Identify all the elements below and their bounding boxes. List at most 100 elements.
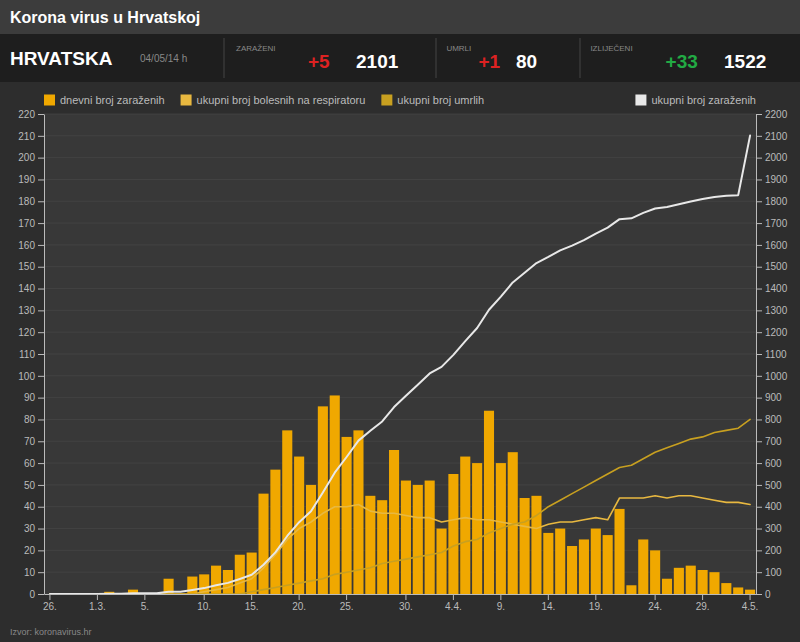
bar [579,539,589,594]
bar [306,485,316,594]
grid-line [44,223,756,224]
tick-mark [756,179,762,180]
grid-line [44,397,756,398]
tick-label: 1800 [765,196,788,207]
legend-label: ukupni broj bolesnih na respiratoru [197,94,366,106]
tick: 300 [756,523,782,534]
tick: 1000 [756,371,788,382]
background [0,0,800,642]
tick: 600 [756,458,782,469]
tick-mark [756,201,762,202]
tick: 200 [18,152,44,163]
grid-line [44,550,756,551]
tick-label: 2100 [765,131,788,142]
grid-line [44,441,756,442]
tick: 1800 [756,196,788,207]
tick-mark [38,529,44,530]
bar [638,539,648,594]
tick-label: 170 [18,218,35,229]
tick-mark [38,223,44,224]
grid-line [44,419,756,420]
tick-mark [595,594,596,600]
tick-label: 900 [765,392,782,403]
tick-mark [756,550,762,551]
tick-label: 30 [24,523,36,534]
tick-label: 20. [292,601,306,612]
tick-label: 120 [18,327,35,338]
tick: 170 [18,218,44,229]
tick-mark [655,594,656,600]
tick: 1100 [756,349,787,360]
tick-mark [38,179,44,180]
tick-label: 200 [765,545,782,556]
tick-label: 10. [197,601,211,612]
tick-mark [756,223,762,224]
tick-mark [756,572,762,573]
header-label: IZLIJEČENI [590,44,632,53]
tick-mark [548,594,549,600]
tick: 1400 [756,283,788,294]
legend-swatch [635,95,646,106]
tick-mark [38,485,44,486]
bar [698,570,708,594]
bar [591,529,601,594]
tick: 0 [29,589,44,600]
tick-label: 500 [765,480,782,491]
grid-line [44,310,756,311]
bar [614,509,624,594]
tick-mark [756,136,762,137]
tick-label: 1100 [765,349,787,360]
tick-label: 1000 [765,371,788,382]
tick-mark [38,289,44,290]
tick-mark [38,332,44,333]
bar [745,590,755,594]
grid-line [44,375,756,376]
tick-mark [500,594,501,600]
tick: 130 [18,305,44,316]
tick-mark [756,158,762,159]
tick: 70 [24,436,44,447]
bar [686,566,696,594]
header-bar [0,34,800,82]
grid-line [44,463,756,464]
bar [401,481,411,594]
grid-line [44,266,756,267]
tick-label: 220 [18,109,35,120]
tick-label: 100 [18,371,35,382]
tick: 5. [141,594,149,612]
tick-mark [38,594,44,595]
tick-mark [756,310,762,311]
bar [258,494,268,594]
header-date: 04/05/14 h [140,53,187,64]
tick-label: 1300 [765,305,788,316]
tick: 90 [24,392,44,403]
tick-label: 130 [18,305,35,316]
tick: 15. [245,594,259,612]
tick-label: 600 [765,458,782,469]
tick: 400 [756,501,782,512]
bar [650,550,660,594]
tick-label: 14. [541,601,555,612]
line [50,419,750,594]
tick-label: 25. [340,601,354,612]
tick: 20 [24,545,44,556]
tick-label: 1500 [765,261,788,272]
bar [425,481,435,594]
tick: 1200 [756,327,788,338]
tick-label: 24. [648,601,662,612]
tick-mark [38,114,44,115]
bar-series [104,395,755,594]
tick-mark [756,332,762,333]
tick-mark [756,419,762,420]
tick: 10 [24,567,44,578]
axis-line [44,115,45,595]
tick: 14. [541,594,555,612]
tick: 29. [696,594,710,612]
tick-label: 160 [18,240,35,251]
tick-label: 700 [765,436,782,447]
header-delta: +33 [666,51,698,72]
tick-label: 29. [696,601,710,612]
grid-line [44,114,756,115]
title: Korona virus u Hrvatskoj [10,9,200,26]
header-delta: +5 [308,51,330,72]
